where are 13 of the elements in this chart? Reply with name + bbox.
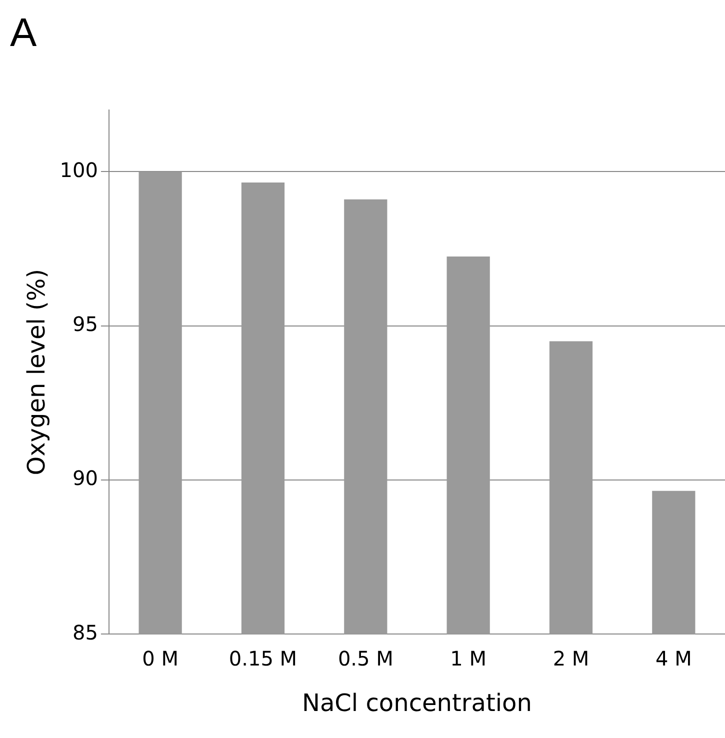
- y-axis-title: Oxygen level (%): [22, 268, 51, 476]
- y-tick-label: 90: [72, 466, 98, 490]
- x-tick-label: 0.5 M: [338, 646, 394, 670]
- x-tick-label: 4 M: [655, 646, 692, 670]
- x-tick-label: 1 M: [450, 646, 486, 670]
- x-axis-title: NaCl concentration: [302, 688, 532, 717]
- x-tick-label: 2 M: [552, 646, 590, 670]
- x-tick-label: 0 M: [142, 646, 178, 670]
- y-tick-label: 85: [72, 620, 98, 644]
- y-tick-label: 100: [60, 158, 98, 182]
- text: A: [10, 11, 37, 56]
- x-tick-label: 0.15 M: [228, 646, 298, 670]
- y-tick-label: 95: [72, 312, 98, 336]
